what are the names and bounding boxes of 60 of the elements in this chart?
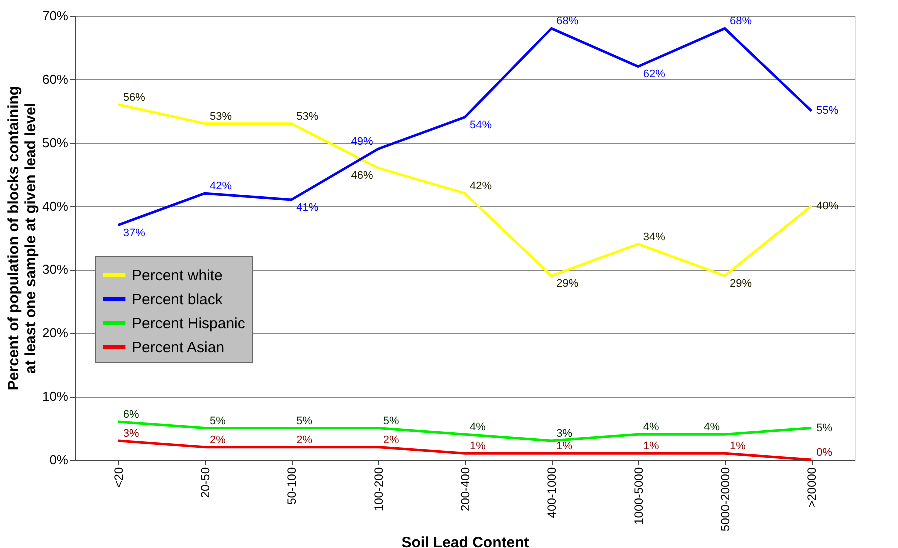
legend-label: Percent Hispanic [132, 316, 246, 332]
legend-label: Percent white [132, 268, 223, 284]
data-label: 56% [123, 92, 146, 104]
x-tick-label: >20000 [805, 467, 820, 508]
x-tick-label: 20-50 [198, 467, 212, 498]
y-tick-label: 60% [42, 72, 69, 87]
data-label: 1% [556, 440, 573, 453]
y-tick-label: 70% [42, 8, 69, 24]
data-label: 42% [470, 180, 492, 193]
data-label: 29% [556, 278, 579, 290]
y-tick-label: 0% [50, 452, 69, 468]
x-axis-title: Soil Lead Content [402, 534, 530, 548]
data-label: 4% [470, 422, 486, 434]
data-label: 1% [470, 440, 486, 453]
data-label: 2% [296, 434, 313, 446]
legend-label: Percent Asian [132, 340, 225, 356]
data-label: 53% [296, 110, 319, 123]
data-label: 5% [383, 415, 400, 428]
y-axis-title: Percent of population of blocks containing at least one sample at given lead level [5, 86, 40, 391]
data-label: 5% [816, 422, 833, 434]
data-label: 4% [643, 422, 660, 434]
data-label: 1% [730, 440, 746, 453]
line-series [117, 27, 813, 227]
data-label: 46% [351, 170, 374, 182]
data-label: 3% [556, 428, 573, 440]
data-label: 5% [296, 415, 313, 428]
data-label: 4% [704, 422, 720, 434]
x-tick-label: 1000-5000 [632, 467, 646, 525]
data-label: 54% [470, 119, 492, 132]
data-label: 49% [351, 136, 374, 148]
x-tick-label: 5000-20000 [718, 467, 732, 532]
x-tick-label: 200-400 [458, 467, 472, 512]
data-label: 68% [556, 16, 579, 28]
data-label: 42% [210, 180, 232, 193]
data-label: 5% [210, 415, 226, 428]
legend-label: Percent black [132, 292, 224, 308]
x-tick-label: 50-100 [285, 467, 300, 505]
y-tick-label: 10% [42, 389, 69, 404]
data-label: 37% [123, 227, 146, 240]
data-label: 0% [816, 447, 833, 459]
data-label: 41% [296, 202, 319, 214]
data-label: 55% [816, 105, 839, 118]
y-tick-label: 50% [42, 135, 69, 150]
data-label: 2% [383, 434, 400, 446]
x-tick-label: <20 [112, 467, 126, 488]
y-tick-label: 30% [42, 262, 69, 278]
x-tick-label: 400-1000 [545, 467, 560, 518]
data-label: 29% [730, 278, 752, 290]
data-label: 53% [210, 110, 232, 123]
y-tick-label: 20% [42, 326, 69, 341]
data-label: 2% [210, 434, 226, 446]
y-tick-label: 40% [42, 198, 69, 214]
data-label: 40% [816, 200, 839, 212]
x-tick-label: 100-200 [372, 467, 386, 512]
data-label: 6% [123, 408, 140, 421]
data-label: 62% [643, 68, 666, 81]
data-label: 34% [643, 231, 666, 244]
data-label: 68% [730, 16, 752, 28]
data-label: 3% [123, 428, 140, 440]
data-label: 1% [643, 440, 660, 453]
